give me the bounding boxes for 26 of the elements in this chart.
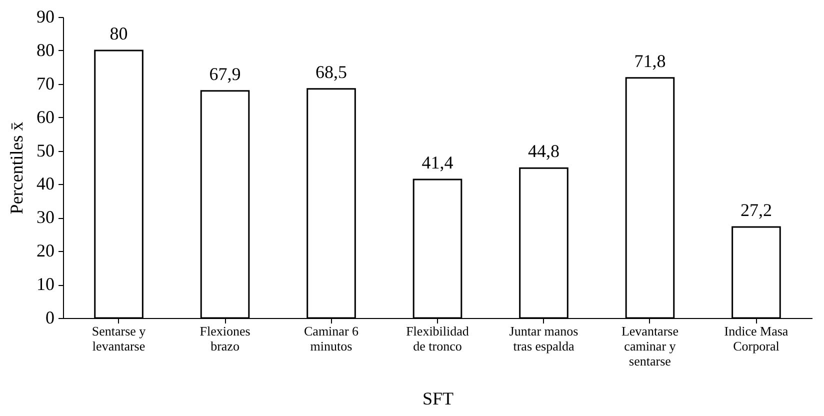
y-tick-label: 0 [46, 308, 54, 328]
data-label: 80 [110, 23, 128, 44]
y-tick-label: 70 [36, 73, 54, 94]
y-tick-label: 40 [36, 174, 54, 194]
x-tick-label: Indice Masa Corporal [724, 324, 788, 354]
x-tick-label: Caminar 6 minutos [304, 324, 360, 354]
data-label: 71,8 [634, 50, 666, 71]
x-tick-label: Levantarse caminar y sentarse [621, 324, 679, 368]
y-tick-label: 50 [36, 140, 54, 160]
y-tick-label: 90 [36, 6, 54, 26]
x-tick-label: Sentarse y levantarse [92, 324, 146, 354]
y-tick-label: 60 [36, 106, 54, 127]
x-tick-label: Juntar manos tras espalda [509, 324, 578, 354]
data-label: 41,4 [422, 152, 454, 173]
y-tick-label: 20 [36, 240, 54, 261]
x-tick-label: Flexibilidad de tronco [406, 324, 470, 354]
data-label: 27,2 [740, 200, 772, 220]
x-axis-title: SFT [422, 388, 454, 408]
data-label: 44,8 [528, 141, 560, 162]
y-axis-title: Percentiles x̄ [6, 122, 26, 214]
y-tick-label: 30 [36, 207, 54, 228]
data-label: 68,5 [316, 62, 348, 82]
y-tick-label: 10 [36, 274, 54, 294]
data-label: 67,9 [209, 64, 241, 84]
y-tick-label: 80 [36, 40, 54, 60]
x-tick-label: Flexiones brazo [200, 324, 250, 354]
